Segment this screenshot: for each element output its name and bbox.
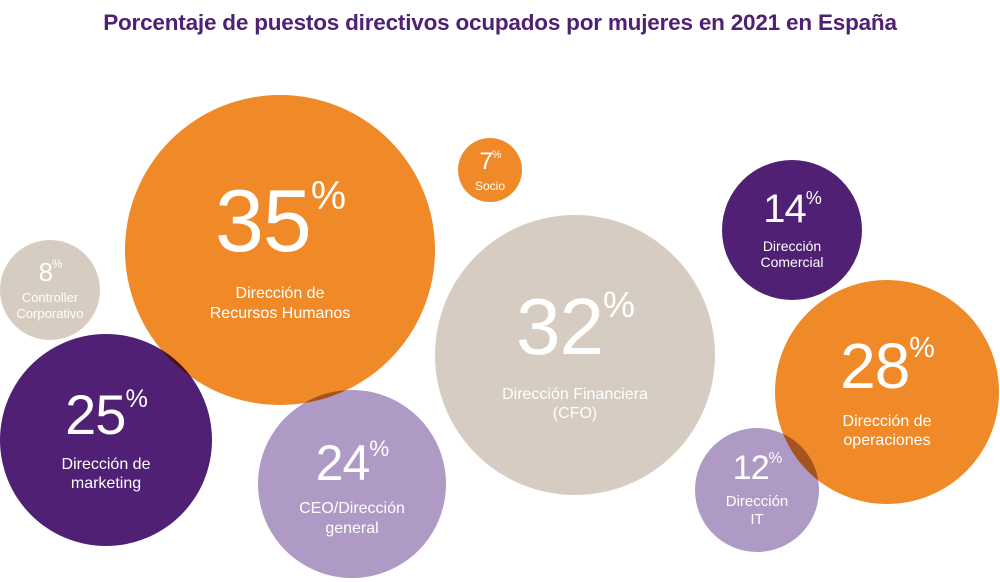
chart-title: Porcentaje de puestos directivos ocupado… <box>103 10 897 35</box>
bubble-7 <box>458 138 522 202</box>
bubble-25 <box>0 334 212 546</box>
bubble-32 <box>435 215 715 495</box>
bubble-24 <box>258 390 446 578</box>
bubble-35 <box>125 95 435 405</box>
bubble-14 <box>722 160 862 300</box>
bubble-12 <box>695 428 819 552</box>
bubble-8 <box>0 240 100 340</box>
